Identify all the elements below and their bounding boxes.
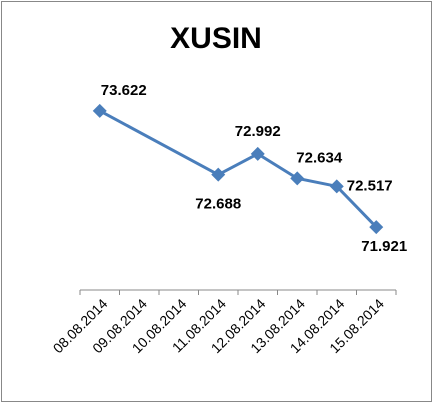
marker [290, 171, 305, 186]
marker [92, 103, 107, 118]
data-label: 72.517 [347, 177, 393, 194]
data-label: 73.622 [101, 82, 147, 99]
line [99, 109, 378, 229]
data-label: 72.634 [296, 149, 343, 166]
marker [250, 146, 265, 161]
marker [211, 167, 226, 182]
data-label: 72.992 [235, 123, 281, 140]
marker [369, 220, 384, 235]
data-label: 72.688 [195, 196, 241, 213]
marker [329, 179, 344, 194]
chart-title: XUSIN [170, 22, 262, 55]
data-label: 71.921 [361, 238, 407, 255]
